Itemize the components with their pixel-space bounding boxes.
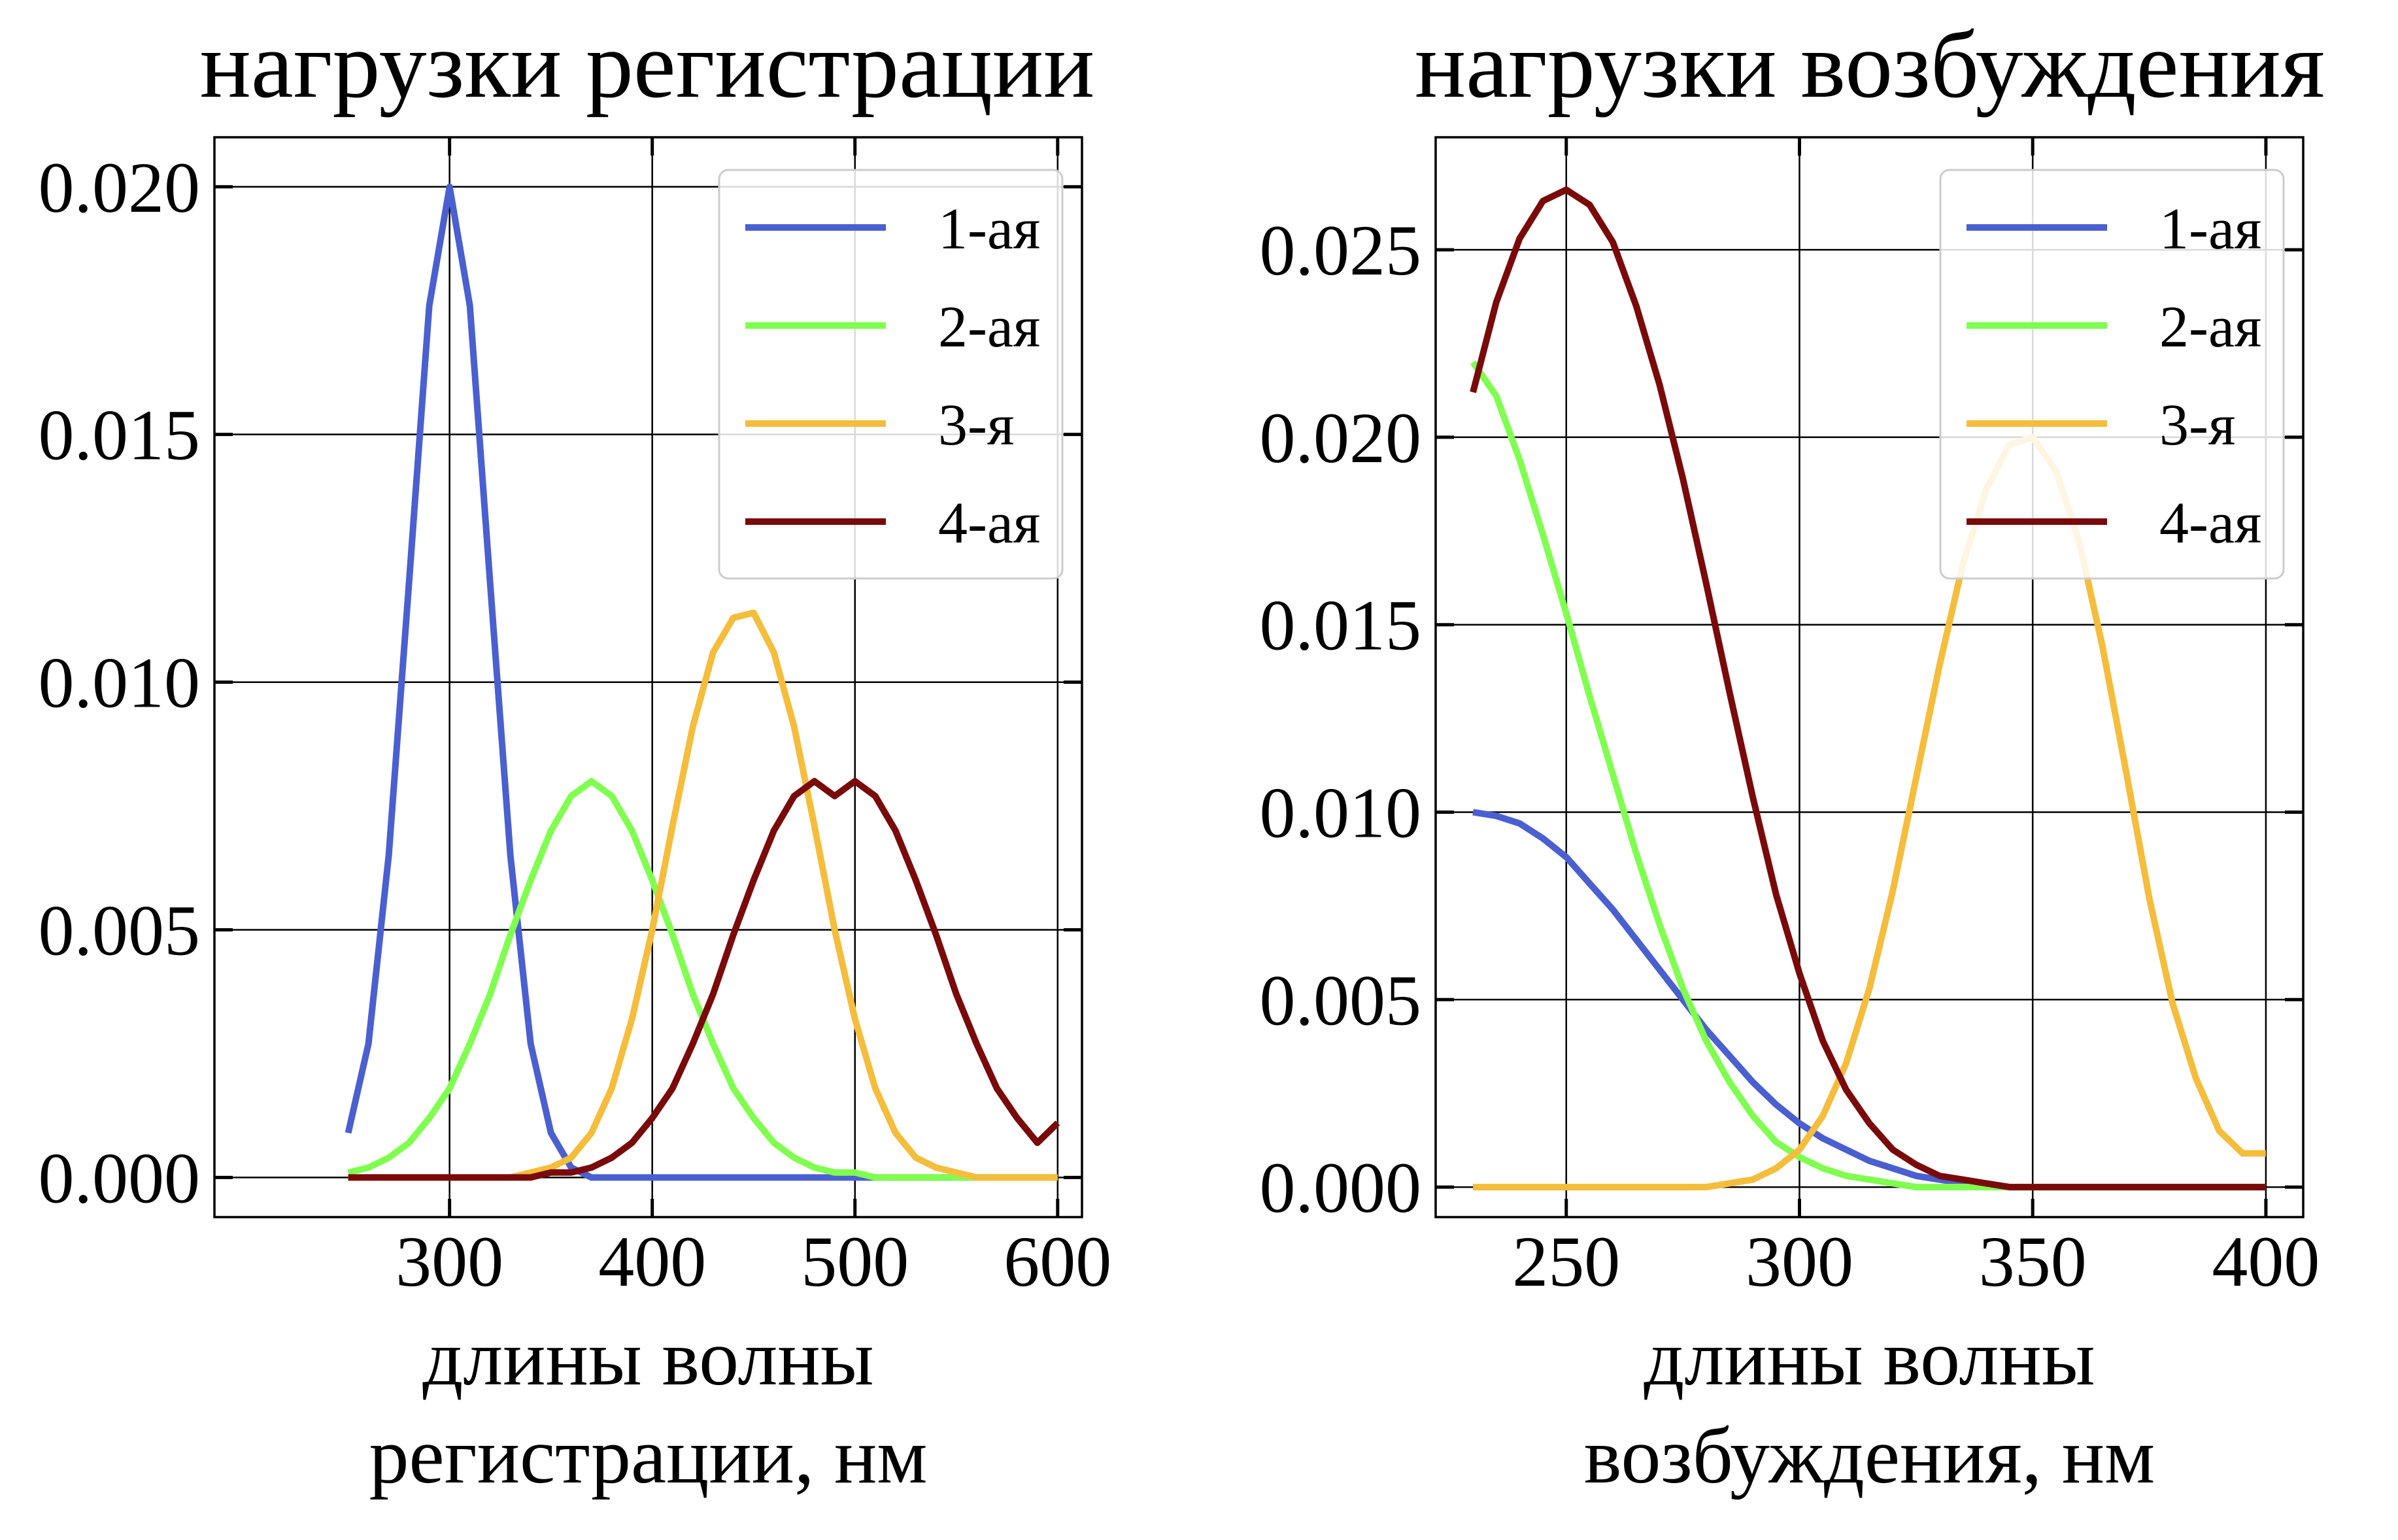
right-xtick-label-2: 350 <box>1979 1222 2087 1301</box>
right-ytick-label-0: 0.000 <box>1260 1148 1422 1228</box>
right-ytick-label-4: 0.020 <box>1260 398 1422 478</box>
left-legend-label-2: 2-ая <box>938 295 1040 360</box>
right-chart-title: нагрузки возбуждения <box>1415 12 2325 118</box>
right-ytick-label-2: 0.010 <box>1260 773 1422 853</box>
left-legend-box <box>718 169 1064 580</box>
right-legend-label-3: 3-я <box>2159 393 2235 458</box>
right-xtick-label-0: 250 <box>1512 1222 1620 1301</box>
right-ytick-label-1: 0.005 <box>1260 960 1422 1040</box>
left-legend-label-4: 4-ая <box>938 491 1040 556</box>
left-chart-panel: нагрузки регистрации 300 400 500 600 0.000 0.0… <box>39 12 1112 1500</box>
left-plot-frame <box>213 136 1083 1218</box>
left-ytick-label-3: 0.015 <box>39 395 201 475</box>
right-legend: 1-ая 2-ая 3-я 4-ая <box>1939 169 2285 580</box>
right-x-axis-label-line-2: возбуждения, нм <box>1584 1412 2155 1500</box>
right-chart-panel: нагрузки возбуждения 250 300 350 400 0.000 0.0… <box>1260 12 2325 1500</box>
left-xtick-label-1: 400 <box>598 1222 706 1301</box>
left-xtick-label-3: 600 <box>1004 1222 1111 1301</box>
right-legend-label-1: 1-ая <box>2159 197 2261 261</box>
left-xtick-label-2: 500 <box>801 1222 909 1301</box>
left-ytick-label-4: 0.020 <box>39 148 201 227</box>
right-series-line-4 <box>1470 186 2266 1191</box>
left-chart-title: нагрузки регистрации <box>200 12 1095 118</box>
right-ytick-label-5: 0.025 <box>1260 210 1422 290</box>
right-legend-box <box>1939 169 2285 580</box>
left-ytick-label-2: 0.010 <box>39 643 201 723</box>
left-xtick-label-0: 300 <box>396 1222 503 1301</box>
left-x-axis-label-line-1: длины волны <box>422 1314 873 1402</box>
right-plot-frame <box>1434 136 2305 1218</box>
left-x-axis-label-line-2: регистрации, нм <box>369 1412 928 1500</box>
right-x-axis-label-line-1: длины волны <box>1644 1314 2095 1402</box>
left-series-line-4 <box>348 778 1060 1181</box>
left-legend-label-1: 1-ая <box>938 197 1040 261</box>
right-xtick-label-3: 400 <box>2212 1222 2320 1301</box>
left-legend-label-3: 3-я <box>938 393 1014 458</box>
right-legend-label-4: 4-ая <box>2159 491 2261 556</box>
right-legend-label-2: 2-ая <box>2159 295 2261 360</box>
left-series-line-3 <box>348 609 1058 1181</box>
right-xtick-label-1: 300 <box>1746 1222 1853 1301</box>
left-legend: 1-ая 2-ая 3-я 4-ая <box>718 169 1064 580</box>
right-series-line-3 <box>1473 433 2266 1191</box>
left-ytick-label-1: 0.005 <box>39 890 201 970</box>
right-ytick-label-3: 0.015 <box>1260 586 1422 665</box>
left-ytick-label-0: 0.000 <box>39 1138 201 1218</box>
